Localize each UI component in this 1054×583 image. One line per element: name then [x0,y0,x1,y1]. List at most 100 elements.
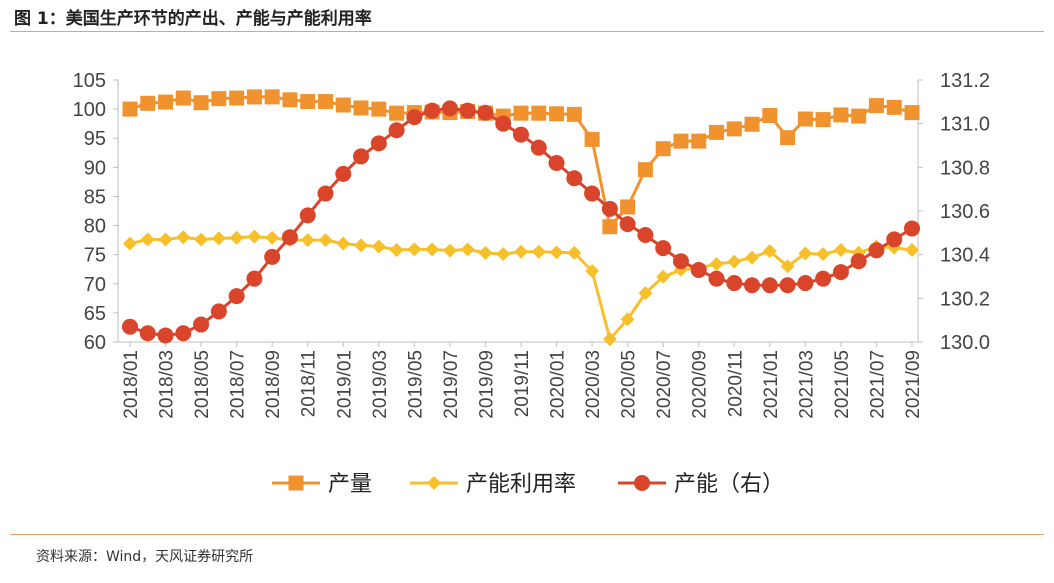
capacity-point [850,253,867,270]
right-y-tick-label: 130.8 [940,157,990,179]
capacity-point [281,229,298,246]
x-tick-label: 2018/11 [299,350,320,417]
output-point [300,94,316,110]
x-tick-label: 2020/05 [619,350,640,419]
utilization-point [247,229,262,244]
source-note: 资料来源：Wind，天风证券研究所 [36,549,254,565]
utilization-point [745,250,760,265]
x-tick-label: 2019/11 [512,350,533,417]
output-point [211,91,227,107]
left-y-tick-label: 100 [73,99,106,121]
capacity-point [744,277,761,294]
capacity-point [228,288,245,305]
utilization-point [407,242,422,257]
capacity-point [246,270,263,287]
output-point [655,141,671,157]
capacity-point [601,200,618,217]
output-point [193,95,209,111]
output-point [175,90,191,106]
capacity-point [157,327,174,344]
utilization-point [442,243,457,258]
utilization-point [905,243,919,258]
output-point [318,94,333,110]
legend-label: 产能利用率 [466,472,576,497]
capacity-point [335,165,352,182]
capacity-series [122,100,920,344]
utilization-point [514,244,528,259]
right-y-tick-label: 130.2 [940,288,990,310]
utilization-point [780,259,795,274]
utilization-point [833,243,848,258]
capacity-point [904,220,920,237]
x-tick-label: 2018/07 [228,350,249,419]
capacity-point [566,170,583,187]
utilization-point [567,245,582,260]
legend-item-capacity: 产能（右） [618,472,784,497]
capacity-point [441,100,458,117]
utilization-point [851,245,866,260]
output-point [780,130,796,146]
output-point [868,98,884,114]
utilization-point [549,245,564,260]
utilization-point [176,230,191,245]
output-point [549,106,565,122]
output-point [335,97,351,113]
capacity-point [122,318,138,335]
utilization-point [123,236,137,251]
legend-swatch-marker [288,475,304,491]
utilization-point [478,245,493,260]
legend: 产量 产能利用率 产能（右） [272,472,784,497]
output-point [620,199,636,215]
output-point [602,219,618,235]
utilization-point [762,244,777,259]
legend-item-utilization: 产能利用率 [410,472,576,497]
x-tick-label: 2021/09 [903,350,924,419]
utilization-point [531,244,546,259]
x-tick-label: 2018/09 [263,350,284,419]
legend-label: 产量 [328,472,372,497]
output-point [246,89,262,105]
capacity-point [708,270,725,287]
output-point [264,89,280,105]
x-tick-label: 2020/01 [548,350,569,419]
utilization-point [585,263,600,278]
utilization-point [389,243,404,258]
left-y-tick-label: 65 [84,303,106,325]
capacity-point [175,325,192,342]
x-tick-label: 2020/09 [690,350,711,419]
right-y-tick-label: 130.4 [940,245,990,267]
series-layer [122,89,920,347]
capacity-point [424,102,441,119]
right-y-tick-label: 130.6 [940,201,990,223]
output-point [122,101,138,117]
capacity-point [317,185,334,202]
x-tick-label: 2018/01 [121,350,142,419]
legend-item-output: 产量 [272,472,372,497]
x-tick-label: 2018/03 [157,350,178,419]
legend-label: 产能（右） [674,472,784,497]
capacity-point [370,135,387,152]
left-y-tick-label: 85 [84,186,106,208]
output-point [691,133,707,149]
capacity-point [459,102,476,119]
capacity-point [815,270,832,287]
capacity-point [193,316,210,333]
utilization-point [194,232,209,247]
capacity-point [477,104,494,121]
capacity-point [513,126,529,143]
x-tick-label: 2019/01 [334,350,355,419]
utilization-point [318,233,333,248]
output-point [584,131,600,147]
output-point [140,95,156,111]
capacity-point [726,275,743,292]
output-point [886,99,902,115]
output-point [158,94,174,110]
output-point [744,116,760,132]
output-point [762,108,778,124]
right-y-tick-label: 130.0 [940,332,990,354]
x-tick-label: 2021/05 [832,350,853,419]
x-tick-label: 2018/05 [192,350,213,419]
x-tick-label: 2021/03 [796,350,817,419]
x-tick-label: 2020/07 [654,350,675,419]
